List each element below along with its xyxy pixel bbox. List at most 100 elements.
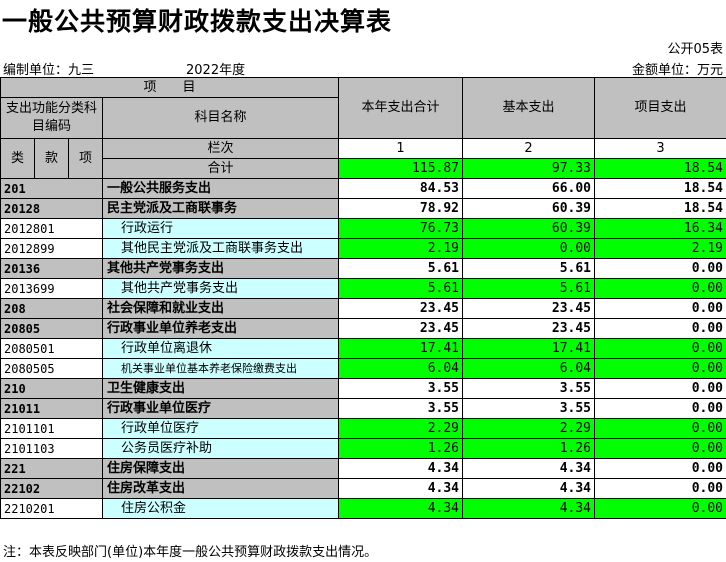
row-total: 76.73 bbox=[338, 218, 464, 239]
table-row: 2210201 住房公积金 4.34 4.34 0.00 bbox=[0, 498, 726, 519]
table-row: 2013699 其他共产党事务支出 5.61 5.61 0.00 bbox=[0, 278, 726, 299]
table-row: 2012801 行政运行 76.73 60.39 16.34 bbox=[0, 218, 726, 239]
row-name: 公务员医疗补助 bbox=[101, 438, 340, 459]
row-project: 0.00 bbox=[594, 458, 726, 479]
row-basic: 23.45 bbox=[462, 298, 596, 319]
table-row: 201 一般公共服务支出 84.53 66.00 18.54 bbox=[0, 178, 726, 199]
table-row: 2101103 公务员医疗补助 1.26 1.26 0.00 bbox=[0, 438, 726, 459]
table-row: 20136 其他共产党事务支出 5.61 5.61 0.00 bbox=[0, 258, 726, 279]
row-basic: 60.39 bbox=[462, 198, 596, 219]
unit-label: 金额单位：万元 bbox=[631, 63, 723, 78]
row-project: 0.00 bbox=[594, 398, 726, 419]
row-project: 18.54 bbox=[594, 178, 726, 199]
row-basic: 5.61 bbox=[462, 258, 596, 279]
row-basic: 4.34 bbox=[462, 478, 596, 499]
row-code: 2012801 bbox=[0, 218, 103, 239]
row-name: 机关事业单位基本养老保险缴费支出 bbox=[101, 358, 340, 379]
row-basic: 23.45 bbox=[462, 318, 596, 339]
header-name: 科目名称 bbox=[101, 97, 340, 139]
row-basic: 17.41 bbox=[462, 338, 596, 359]
col-number-1: 1 bbox=[338, 138, 464, 159]
row-code: 208 bbox=[0, 298, 103, 319]
footnote: 注：本表反映部门(单位)本年度一般公共预算财政拨款支出情况。 bbox=[3, 545, 378, 560]
expenditure-table: 项 目 本年支出合计 基本支出 项目支出 支出功能分类科目编码 科目名称 类 款… bbox=[0, 77, 726, 519]
row-code: 2080505 bbox=[0, 358, 103, 379]
row-total: 2.19 bbox=[338, 238, 464, 259]
row-code: 210 bbox=[0, 378, 103, 399]
row-name: 住房公积金 bbox=[101, 498, 340, 519]
row-name: 行政事业单位医疗 bbox=[101, 398, 340, 419]
row-name: 卫生健康支出 bbox=[101, 378, 340, 399]
row-total: 84.53 bbox=[338, 178, 464, 199]
row-total: 78.92 bbox=[338, 198, 464, 219]
header-kuan: 款 bbox=[34, 138, 69, 179]
org-label: 编制单位：九三 bbox=[3, 63, 95, 78]
row-name: 其他民主党派及工商联事务支出 bbox=[101, 238, 340, 259]
col-number-2: 2 bbox=[462, 138, 596, 159]
row-project: 0.00 bbox=[594, 298, 726, 319]
row-project: 0.00 bbox=[594, 378, 726, 399]
total-label: 合计 bbox=[101, 158, 340, 179]
header-item: 项 目 bbox=[0, 77, 340, 98]
row-total: 5.61 bbox=[338, 278, 464, 299]
header-code: 支出功能分类科目编码 bbox=[0, 97, 103, 139]
row-total: 3.55 bbox=[338, 398, 464, 419]
row-name: 住房改革支出 bbox=[101, 478, 340, 499]
row-project: 0.00 bbox=[594, 318, 726, 339]
row-code: 20128 bbox=[0, 198, 103, 219]
table-row: 221 住房保障支出 4.34 4.34 0.00 bbox=[0, 458, 726, 479]
row-project: 0.00 bbox=[594, 438, 726, 459]
table-row: 22102 住房改革支出 4.34 4.34 0.00 bbox=[0, 478, 726, 499]
row-name: 行政单位医疗 bbox=[101, 418, 340, 439]
row-basic: 6.04 bbox=[462, 358, 596, 379]
row-total: 4.34 bbox=[338, 478, 464, 499]
row-total: 5.61 bbox=[338, 258, 464, 279]
unit-row: 编制单位：九三 2022年度 金额单位：万元 bbox=[0, 58, 726, 78]
year-label: 2022年度 bbox=[186, 63, 246, 78]
row-project: 0.00 bbox=[594, 278, 726, 299]
row-name: 行政运行 bbox=[101, 218, 340, 239]
table-row: 2080501 行政单位离退休 17.41 17.41 0.00 bbox=[0, 338, 726, 359]
total-sum: 115.87 bbox=[338, 158, 464, 179]
row-project: 16.34 bbox=[594, 218, 726, 239]
col-number-3: 3 bbox=[594, 138, 726, 159]
row-code: 2013699 bbox=[0, 278, 103, 299]
table-row: 21011 行政事业单位医疗 3.55 3.55 0.00 bbox=[0, 398, 726, 419]
row-code: 221 bbox=[0, 458, 103, 479]
table-row: 2101101 行政单位医疗 2.29 2.29 0.00 bbox=[0, 418, 726, 439]
row-total: 17.41 bbox=[338, 338, 464, 359]
table-row: 208 社会保障和就业支出 23.45 23.45 0.00 bbox=[0, 298, 726, 319]
table-row: 20128 民主党派及工商联事务 78.92 60.39 18.54 bbox=[0, 198, 726, 219]
row-total: 4.34 bbox=[338, 458, 464, 479]
row-total: 2.29 bbox=[338, 418, 464, 439]
header-xiang: 项 bbox=[68, 138, 103, 179]
row-project: 0.00 bbox=[594, 478, 726, 499]
row-project: 0.00 bbox=[594, 258, 726, 279]
row-code: 2080501 bbox=[0, 338, 103, 359]
row-code: 201 bbox=[0, 178, 103, 199]
row-code: 2101101 bbox=[0, 418, 103, 439]
row-total: 1.26 bbox=[338, 438, 464, 459]
row-basic: 1.26 bbox=[462, 438, 596, 459]
row-name: 民主党派及工商联事务 bbox=[101, 198, 340, 219]
row-code: 21011 bbox=[0, 398, 103, 419]
row-total: 23.45 bbox=[338, 298, 464, 319]
row-name: 其他共产党事务支出 bbox=[101, 258, 340, 279]
table-row: 210 卫生健康支出 3.55 3.55 0.00 bbox=[0, 378, 726, 399]
table-row: 2012899 其他民主党派及工商联事务支出 2.19 0.00 2.19 bbox=[0, 238, 726, 259]
row-basic: 3.55 bbox=[462, 398, 596, 419]
row-code: 22102 bbox=[0, 478, 103, 499]
row-basic: 60.39 bbox=[462, 218, 596, 239]
row-total: 6.04 bbox=[338, 358, 464, 379]
table-row: 2080505 机关事业单位基本养老保险缴费支出 6.04 6.04 0.00 bbox=[0, 358, 726, 379]
row-basic: 0.00 bbox=[462, 238, 596, 259]
row-project: 0.00 bbox=[594, 338, 726, 359]
row-total: 3.55 bbox=[338, 378, 464, 399]
header-total: 本年支出合计 bbox=[338, 77, 464, 139]
header-lei: 类 bbox=[0, 138, 35, 179]
total-basic: 97.33 bbox=[462, 158, 596, 179]
row-code: 20136 bbox=[0, 258, 103, 279]
row-basic: 5.61 bbox=[462, 278, 596, 299]
row-name: 社会保障和就业支出 bbox=[101, 298, 340, 319]
table-row: 20805 行政事业单位养老支出 23.45 23.45 0.00 bbox=[0, 318, 726, 339]
